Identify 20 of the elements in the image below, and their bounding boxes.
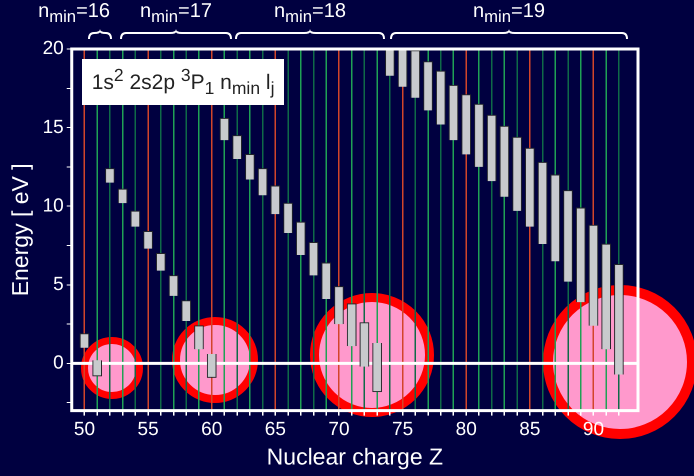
x-tick-label: 70	[328, 419, 350, 440]
x-axis-title: Nuclear charge Z	[266, 444, 444, 470]
text: 1s$^{2}$ 2s2p $^{3}$P$_{1}$ n$_{min}$ l$_{j}$	[92, 65, 274, 98]
y-tick-label: 15	[42, 116, 64, 138]
text: n$_{min}$=19	[472, 0, 546, 27]
x-tick-label: 65	[264, 419, 286, 440]
x-tick-label: 60	[201, 419, 222, 440]
y-axis-title: Energy [ eV ]	[7, 163, 34, 296]
x-tick-label: 50	[74, 419, 96, 440]
y-tick-label: 10	[42, 195, 64, 216]
text: n$_{min}$=17	[139, 0, 213, 27]
x-tick-label: 55	[138, 419, 159, 440]
y-tick-label: 5	[53, 274, 64, 296]
x-tick-label: 75	[392, 419, 414, 440]
text: n$_{min}$=18	[273, 0, 347, 27]
x-tick-label: 85	[519, 419, 540, 440]
text: n$_{min}$=16	[37, 0, 110, 27]
y-tick-label: 0	[53, 352, 64, 374]
y-tick-label: 20	[42, 38, 64, 60]
x-tick-label: 80	[456, 419, 477, 440]
